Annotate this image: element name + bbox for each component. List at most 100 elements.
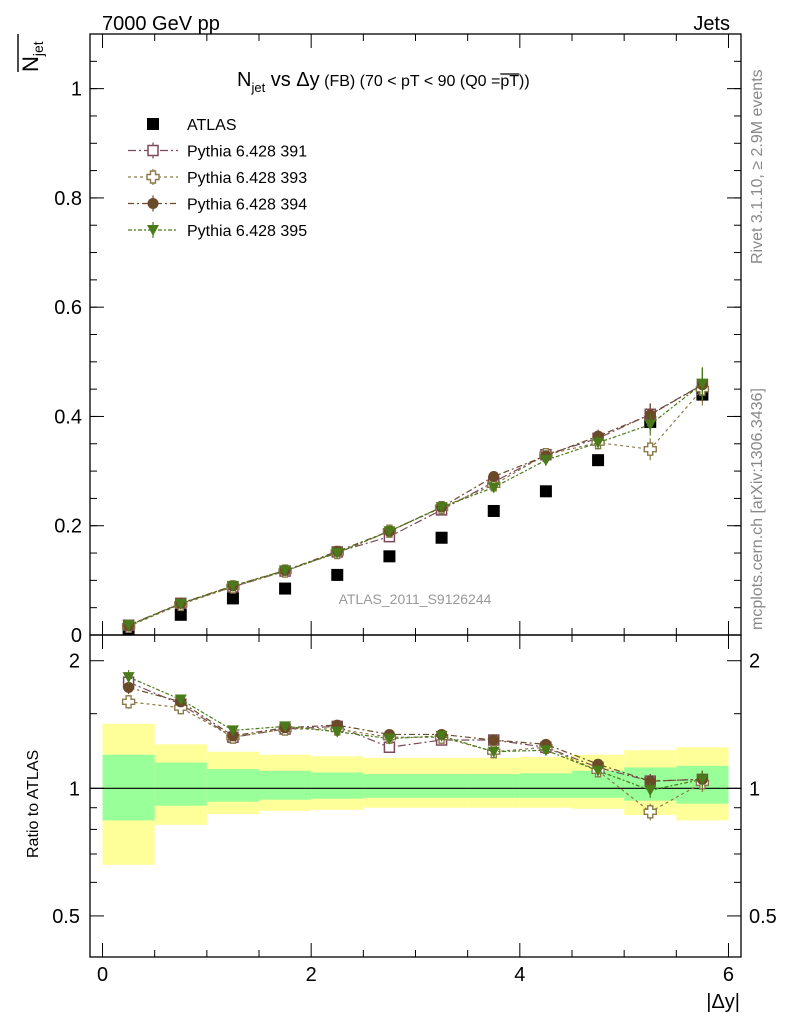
xtick-label-0: 0	[97, 964, 108, 986]
point-data-9	[592, 454, 605, 467]
ratio-point-p395-11	[696, 774, 709, 786]
ratio-ytick-label-right-1: 1	[749, 778, 760, 800]
top-y-label: Njet	[17, 34, 46, 72]
ratio-point-p395-8	[539, 745, 552, 757]
legend-marker-p391	[147, 144, 159, 157]
ratio-ytick-label-right-0: 0.5	[749, 906, 777, 928]
legend: ATLAS Pythia 6.428 391 Pythia 6.428 393 Pyt…	[128, 117, 307, 240]
xtick-label-1: 2	[306, 964, 317, 986]
ratio-point-p393-10	[643, 805, 657, 819]
ratio-point-p395-1	[174, 694, 187, 706]
ratio-point-p394-10	[644, 775, 656, 787]
ratio-point-p395-6	[435, 730, 448, 742]
band-inner-3	[259, 770, 312, 800]
top-ytick-label-0: 0	[71, 625, 82, 647]
energy-label: 7000 GeV pp	[102, 13, 220, 35]
rivet-label: Rivet 3.1.10, ≥ 2.9M events	[749, 69, 766, 264]
ratio-point-p394-0	[123, 681, 135, 693]
legend-label-data: ATLAS	[187, 117, 237, 134]
point-p395-6	[435, 502, 448, 514]
point-p395-0	[122, 620, 135, 632]
point-data-1	[174, 608, 187, 621]
point-p395-4	[331, 548, 344, 560]
point-data-4	[331, 568, 344, 581]
legend-item-p394: Pythia 6.428 394	[128, 195, 307, 214]
point-p395-3	[279, 565, 292, 577]
legend-marker-p393	[146, 170, 160, 184]
band-inner-8	[519, 773, 572, 798]
legend-item-p391: Pythia 6.428 391	[128, 142, 307, 161]
legend-marker-data	[147, 118, 159, 130]
top-ytick-label-2: 0.4	[54, 406, 82, 428]
point-p395-10	[644, 419, 657, 431]
point-p394-7	[488, 471, 500, 483]
ratio-point-p395-7	[487, 746, 500, 758]
ratio-series-p395	[122, 670, 709, 798]
point-data-3	[279, 582, 292, 595]
point-p395-1	[174, 598, 187, 610]
svg-text:Njet: Njet	[18, 41, 46, 72]
point-p395-2	[226, 580, 239, 592]
legend-marker-p395	[147, 225, 159, 236]
x-axis-label: |Δy|	[706, 991, 740, 1013]
legend-item-p393: Pythia 6.428 393	[128, 169, 307, 187]
ratio-point-p395-9	[592, 765, 605, 777]
band-inner-1	[154, 762, 207, 806]
series-line-p394	[128, 384, 703, 627]
point-p395-9	[592, 437, 605, 449]
band-inner-0	[102, 754, 155, 821]
ratio-point-p394-7	[488, 734, 500, 746]
band-inner-7	[467, 774, 520, 798]
mcplots-label: mcplots.cern.ch [arXiv:1306.3436]	[749, 388, 766, 630]
ratio-line-p395	[128, 676, 703, 791]
point-p395-7	[487, 482, 500, 494]
legend-item-data: ATLAS	[147, 117, 237, 134]
top-ytick-label-1: 0.2	[54, 516, 82, 538]
point-p395-5	[383, 526, 396, 538]
top-ytick-label-3: 0.6	[54, 297, 82, 319]
xtick-label-2: 4	[514, 964, 525, 986]
point-data-2	[226, 592, 239, 605]
ratio-ytick-label-left-0: 0.5	[52, 906, 80, 928]
top-ytick-label-4: 0.8	[54, 188, 82, 210]
category-label: Jets	[693, 13, 730, 35]
xtick-label-3: 6	[723, 964, 734, 986]
band-inner-2	[206, 769, 260, 802]
point-data-5	[383, 550, 396, 563]
legend-label-p393: Pythia 6.428 393	[187, 170, 307, 187]
legend-label-p391: Pythia 6.428 391	[187, 144, 307, 161]
band-inner-6	[415, 774, 468, 798]
ratio-point-p395-10	[644, 785, 657, 797]
ratio-point-p395-0	[122, 672, 135, 684]
analysis-watermark: ATLAS_2011_S9126244	[339, 591, 492, 607]
ratio-point-p395-3	[279, 721, 292, 733]
series-line-p395	[128, 383, 703, 626]
ratio-point-p395-4	[331, 726, 344, 738]
top-ytick-label-5: 1	[71, 79, 82, 101]
ratio-y-label: Ratio to ATLAS	[25, 750, 42, 858]
point-p395-11	[696, 378, 709, 390]
point-p395-8	[539, 455, 552, 467]
point-p393-10	[643, 442, 657, 456]
ratio-point-p395-2	[226, 725, 239, 737]
ratio-point-p395-5	[383, 733, 396, 745]
series-line-p391	[128, 384, 703, 626]
top-panel: 0 0.2 0.4 0.6 0.8 1	[54, 33, 742, 647]
ratio-ytick-label-left-2: 2	[69, 651, 80, 673]
legend-label-p395: Pythia 6.428 395	[187, 223, 307, 240]
legend-item-p395: Pythia 6.428 395	[128, 222, 307, 240]
ratio-ytick-label-right-2: 2	[749, 651, 760, 673]
band-inner-4	[311, 772, 364, 799]
point-data-8	[539, 485, 552, 498]
series-p395	[122, 367, 709, 632]
point-data-6	[435, 531, 448, 544]
legend-marker-p394	[147, 198, 159, 209]
legend-label-p394: Pythia 6.428 394	[187, 197, 307, 214]
main-title: Njet vs Δy (FB) (70 < pT < 90 (Q0 =pT))	[237, 69, 530, 95]
point-data-7	[487, 504, 500, 517]
ratio-point-p393-0	[121, 695, 136, 709]
band-inner-5	[363, 774, 416, 798]
ratio-ytick-label-left-1: 1	[69, 778, 80, 800]
ratio-panel: 0.5 0.5 1 1 2 2 0 2 4 6	[52, 634, 777, 986]
